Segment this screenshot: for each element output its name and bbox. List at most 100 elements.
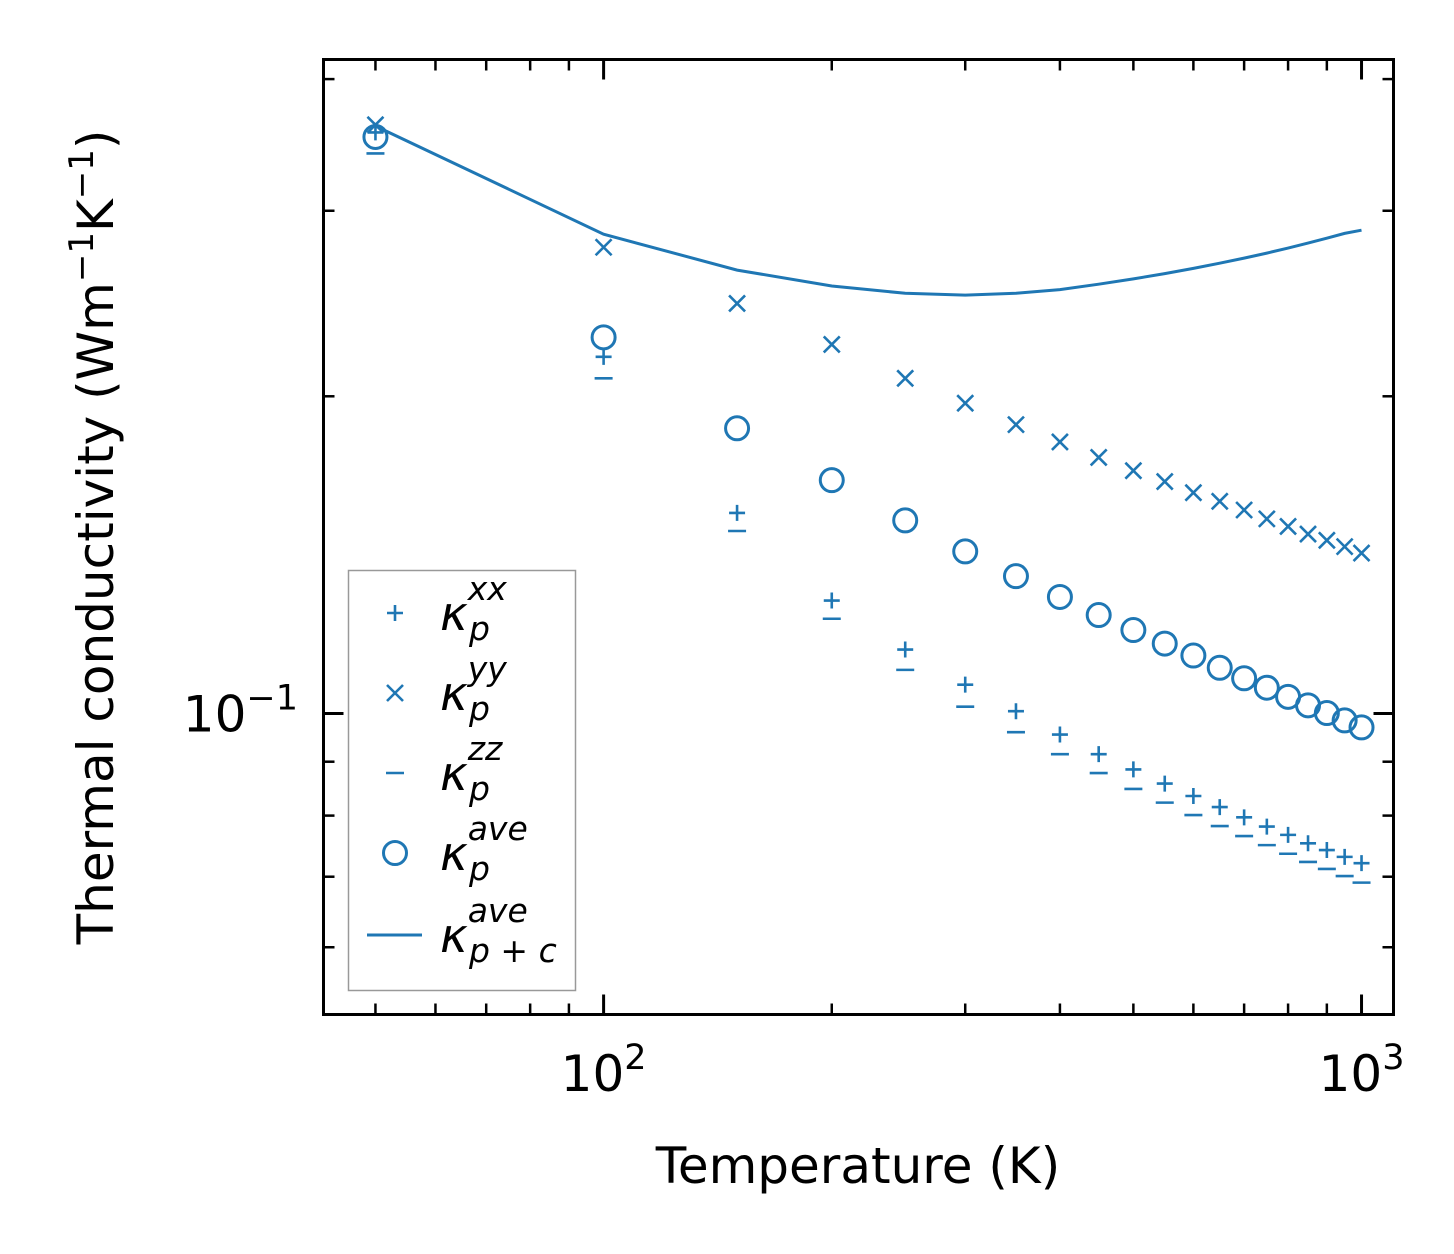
point-yy — [1051, 433, 1069, 451]
point-ave — [1085, 602, 1112, 629]
legend-item-xx: κxx p — [387, 569, 507, 648]
point-xx — [1211, 799, 1228, 816]
point-yy — [1317, 531, 1336, 550]
point-yy — [1184, 483, 1203, 502]
point-ave — [1151, 630, 1178, 657]
legend-kappa: κ — [440, 909, 468, 964]
point-yy — [1007, 415, 1025, 434]
point-yy — [822, 335, 841, 354]
x-tick-label: 102 — [561, 1038, 647, 1103]
legend-item-zz: κzz p — [386, 729, 503, 808]
point-ave — [1313, 700, 1340, 727]
legend-sub: p — [468, 689, 490, 728]
legend-label-zz: κzz p — [440, 729, 503, 808]
point-ave — [1180, 642, 1207, 669]
point-xx — [729, 504, 746, 521]
x-axis-label: Temperature (K) — [655, 1137, 1060, 1195]
point-ave — [724, 415, 751, 442]
legend-kappa: κ — [440, 587, 468, 642]
point-xx — [1007, 703, 1024, 720]
point-ave — [1331, 707, 1358, 734]
point-xx — [1280, 826, 1297, 843]
series-ave — [362, 123, 1375, 741]
point-xx — [1353, 855, 1370, 872]
point-yy — [1235, 501, 1254, 519]
point-yy — [1279, 517, 1297, 536]
point-yy — [728, 294, 746, 313]
point-ave — [590, 324, 617, 351]
y-axis-label-sup2: −1 — [62, 149, 102, 199]
point-xx — [1125, 761, 1142, 778]
point-yy — [1155, 472, 1174, 491]
legend-handle-ave — [382, 840, 408, 866]
point-xx — [1236, 809, 1253, 826]
series-zz — [366, 152, 1371, 884]
legend-label-yy: κyy p — [440, 649, 507, 728]
point-xx — [897, 641, 914, 658]
legend-handle-xx — [387, 605, 403, 621]
point-ave — [1231, 665, 1258, 692]
point-ave — [818, 467, 845, 494]
plot-frame — [322, 58, 1395, 1016]
point-ave — [1206, 654, 1233, 681]
series-line-total — [374, 124, 1362, 297]
point-xx — [1051, 726, 1068, 743]
y-axis-label-end: ) — [67, 130, 125, 150]
x-tick-label-exp: 2 — [624, 1038, 646, 1078]
point-xx — [1185, 788, 1202, 805]
y-axis-label-sup1: −1 — [62, 232, 102, 282]
point-ave — [1046, 583, 1073, 610]
point-yy — [1210, 492, 1229, 511]
legend-kappa: κ — [440, 827, 468, 882]
legend-sup: ave — [468, 809, 528, 848]
point-xx — [1258, 818, 1275, 835]
x-tick-label: 103 — [1319, 1038, 1405, 1103]
legend-frame — [347, 569, 577, 992]
point-xx — [595, 348, 612, 365]
legend-kappa: κ — [440, 747, 468, 802]
legend-kappa: κ — [440, 667, 468, 722]
legend-label-ave: κave p — [440, 809, 528, 888]
legend-label-total: κave p + c — [440, 891, 557, 970]
legend-sub: p — [468, 609, 490, 648]
legend-sub: p — [468, 849, 490, 888]
point-yy — [594, 238, 613, 257]
point-xx — [1156, 775, 1173, 792]
axis-ticks — [323, 59, 1394, 1015]
y-axis-label: Thermal conductivity (Wm−1K−1) — [62, 130, 125, 946]
point-yy — [1089, 448, 1108, 467]
legend-item-total: κave p + c — [367, 891, 557, 970]
point-ave — [892, 507, 919, 534]
point-yy — [1257, 509, 1276, 528]
point-ave — [952, 538, 979, 565]
point-yy — [956, 394, 975, 413]
series-layer — [362, 115, 1375, 884]
series-yy — [366, 115, 1371, 562]
legend-item-yy: κyy p — [386, 649, 507, 728]
y-tick-label-base: 10 — [183, 685, 247, 743]
point-yy — [1335, 537, 1354, 556]
point-xx — [1300, 835, 1317, 852]
y-axis-label-mid: K — [67, 198, 125, 232]
legend-handle-yy — [386, 684, 404, 702]
point-yy — [1352, 544, 1371, 562]
legend-sup: yy — [467, 649, 508, 688]
point-yy — [1124, 461, 1143, 480]
point-yy — [896, 369, 915, 388]
series-xx — [367, 124, 1370, 872]
point-ave — [362, 123, 389, 150]
point-xx — [957, 676, 974, 693]
legend-item-ave: κave p — [382, 809, 528, 888]
legend-label-xx: κxx p — [440, 569, 507, 648]
legend-sup: xx — [467, 569, 508, 608]
series-total — [374, 124, 1362, 297]
point-xx — [1336, 848, 1353, 865]
x-tick-label-base: 10 — [561, 1045, 625, 1103]
legend-sup: ave — [468, 891, 528, 930]
point-xx — [823, 592, 840, 609]
x-tick-label-exp: 3 — [1382, 1038, 1404, 1078]
legend-sup: zz — [467, 729, 503, 768]
x-tick-label-base: 10 — [1319, 1045, 1383, 1103]
